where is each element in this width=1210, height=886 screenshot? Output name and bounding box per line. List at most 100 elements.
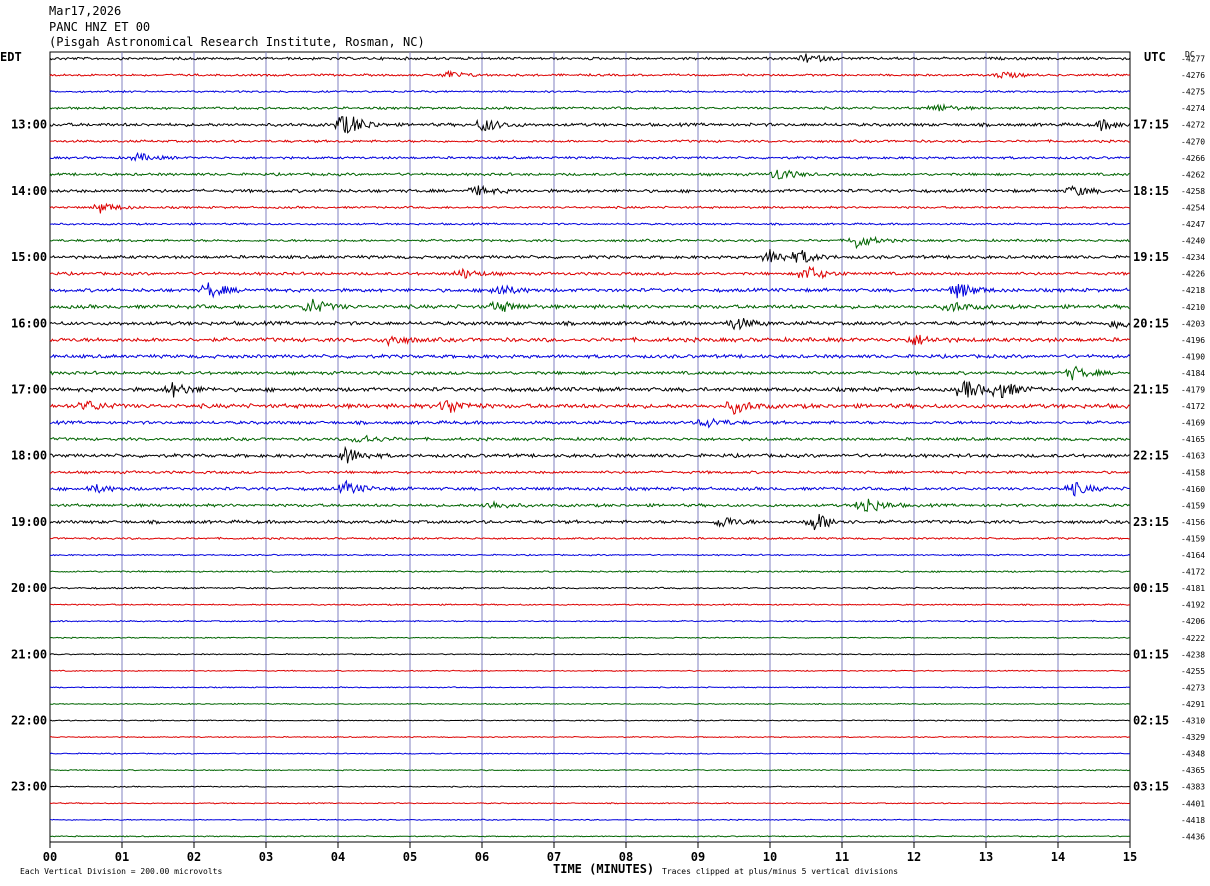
dc-offset-label: -4329 <box>1181 733 1205 742</box>
dc-offset-label: -4169 <box>1181 419 1205 428</box>
utc-hour-label: 00:15 <box>1133 581 1169 595</box>
plot-frame <box>49 51 1131 843</box>
edt-hour-label: 17:00 <box>11 383 47 397</box>
trace-row <box>49 249 1131 263</box>
trace-row <box>49 735 1131 739</box>
dc-offset-label: -4206 <box>1181 617 1205 626</box>
grid <box>121 52 1059 842</box>
trace-row <box>49 184 1131 196</box>
x-tick-label: 02 <box>187 850 201 864</box>
dc-offset-label: -4436 <box>1181 832 1205 841</box>
utc-hour-label: 21:15 <box>1133 383 1169 397</box>
station-label: PANC HNZ ET 00 <box>49 20 151 34</box>
trace-row <box>49 353 1131 360</box>
trace-row <box>49 469 1131 475</box>
trace-row <box>49 235 1131 250</box>
trace-row <box>49 536 1131 541</box>
x-tick-label: 08 <box>619 850 633 864</box>
trace-row <box>49 69 1131 79</box>
edt-hour-label: 18:00 <box>11 449 47 463</box>
dc-offset-label: -4255 <box>1181 667 1205 676</box>
trace-row <box>49 103 1131 112</box>
x-tick-label: 14 <box>1051 850 1065 864</box>
x-tick-label: 15 <box>1123 850 1137 864</box>
dc-offset-label: -4272 <box>1181 121 1205 130</box>
edt-hour-label: 22:00 <box>11 714 47 728</box>
x-tick-label: 00 <box>43 850 57 864</box>
trace-row <box>49 719 1131 722</box>
dc-offset-label: -4273 <box>1181 683 1205 692</box>
utc-hour-label: 22:15 <box>1133 449 1169 463</box>
utc-hour-label: 03:15 <box>1133 780 1169 794</box>
dc-offset-label: -4258 <box>1181 187 1205 196</box>
trace-row <box>49 636 1130 639</box>
x-tick-label: 04 <box>331 850 345 864</box>
trace-row <box>49 202 1131 214</box>
trace-row <box>49 513 1131 531</box>
trace-row <box>49 116 1131 134</box>
dc-offset-label: -4179 <box>1181 386 1205 395</box>
trace-row <box>49 553 1131 557</box>
trace-row <box>49 603 1131 607</box>
traces <box>49 53 1131 838</box>
trace-row <box>49 619 1131 623</box>
dc-offset-label: -4277 <box>1181 55 1205 64</box>
trace-row <box>49 298 1131 313</box>
x-axis: 00 01 02 03 04 05 06 07 08 09 10 11 12 13 14 15 <box>43 842 1137 864</box>
right-axis-label: UTC <box>1144 50 1166 64</box>
trace-row <box>49 686 1131 689</box>
x-tick-label: 13 <box>979 850 993 864</box>
trace-row <box>49 169 1130 180</box>
dc-offset-label: -4348 <box>1181 750 1205 759</box>
trace-row <box>49 653 1131 656</box>
dc-offset-label: -4240 <box>1181 237 1205 246</box>
x-tick-label: 03 <box>259 850 273 864</box>
dc-offset-label: -4291 <box>1181 700 1205 709</box>
dc-offset-label: -4247 <box>1181 220 1205 229</box>
trace-row <box>49 400 1131 415</box>
dc-labels: -4277 -4276 -4275 -4274 -4272 -4270 -4266 -4262… <box>1181 55 1205 842</box>
dc-offset-label: -4158 <box>1181 468 1205 477</box>
dc-offset-label: -4275 <box>1181 88 1205 97</box>
x-tick-label: 07 <box>547 850 561 864</box>
dc-offset-label: -4184 <box>1181 369 1205 378</box>
x-axis-title: TIME (MINUTES) <box>553 862 654 876</box>
dc-offset-label: -4383 <box>1181 783 1205 792</box>
dc-offset-label: -4181 <box>1181 584 1205 593</box>
x-tick-label: 05 <box>403 850 417 864</box>
dc-offset-label: -4160 <box>1181 485 1205 494</box>
dc-offset-label: -4276 <box>1181 71 1205 80</box>
dc-header: DC <box>1185 50 1195 59</box>
trace-row <box>49 669 1131 673</box>
trace-row <box>49 785 1131 788</box>
trace-row <box>49 434 1131 443</box>
left-axis-label: EDT <box>0 50 22 64</box>
trace-row <box>49 89 1131 94</box>
dc-offset-label: -4270 <box>1181 137 1205 146</box>
utc-hour-label: 17:15 <box>1133 118 1169 132</box>
dc-offset-label: -4266 <box>1181 154 1205 163</box>
dc-offset-label: -4218 <box>1181 286 1205 295</box>
dc-offset-label: -4172 <box>1181 568 1205 577</box>
dc-offset-label: -4262 <box>1181 170 1205 179</box>
trace-row <box>49 417 1131 429</box>
x-tick-label: 09 <box>691 850 705 864</box>
chart-date: Mar17,2026 <box>49 4 122 18</box>
utc-hour-label: 19:15 <box>1133 250 1169 264</box>
trace-row <box>49 265 1131 280</box>
trace-row <box>49 479 1131 497</box>
x-tick-label: 11 <box>835 850 849 864</box>
dc-offset-label: -4210 <box>1181 303 1205 312</box>
edt-hour-label: 19:00 <box>11 515 47 529</box>
dc-offset-label: -4274 <box>1181 104 1205 113</box>
edt-hour-label: 23:00 <box>11 780 47 794</box>
dc-offset-label: -4156 <box>1181 518 1205 527</box>
edt-hour-label: 20:00 <box>11 581 47 595</box>
utc-hour-label: 18:15 <box>1133 184 1169 198</box>
trace-row <box>49 498 1131 513</box>
dc-offset-label: -4163 <box>1181 452 1205 461</box>
edt-hour-label: 16:00 <box>11 316 47 330</box>
dc-offset-label: -4159 <box>1181 534 1205 543</box>
trace-row <box>49 222 1131 226</box>
